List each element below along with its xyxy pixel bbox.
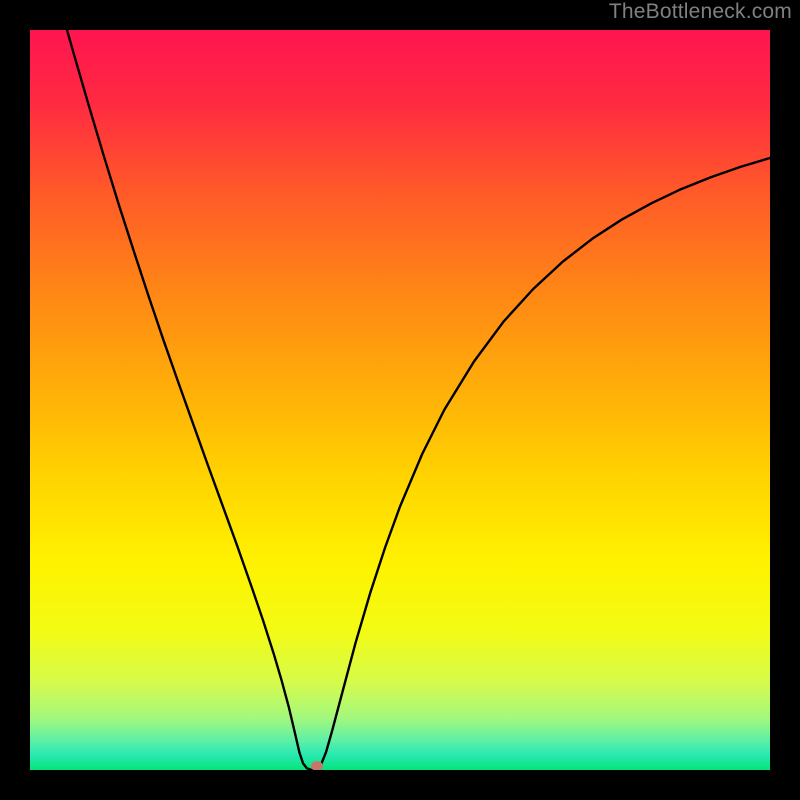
- watermark-text: TheBottleneck.com: [609, 0, 792, 24]
- figure-root: TheBottleneck.com: [0, 0, 800, 800]
- plot-area: [30, 30, 770, 770]
- bottleneck-curve: [30, 30, 770, 770]
- dip-marker: [311, 761, 323, 770]
- curve-right-branch: [311, 158, 770, 770]
- curve-left-branch: [67, 30, 311, 770]
